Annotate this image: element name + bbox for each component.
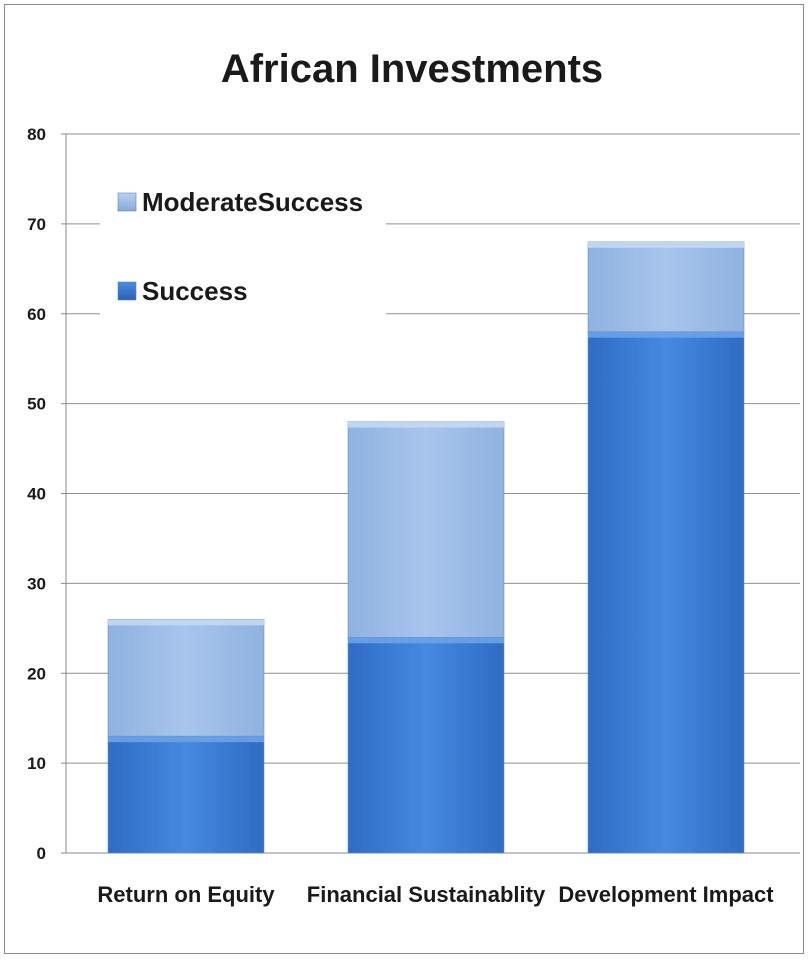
bar-success-2 — [347, 636, 505, 854]
x-axis-categories: Return on Equity Financial Sustainablity D… — [97, 882, 774, 907]
bar-cap-success-2 — [348, 637, 504, 644]
bar-success-3 — [587, 331, 745, 854]
bar-cap-success-3 — [588, 331, 744, 338]
x-category-label: Development Impact — [558, 882, 774, 907]
bar-cap-moderatesuccess-3 — [588, 241, 744, 248]
bar-cap-moderatesuccess-1 — [108, 619, 264, 626]
y-tick-label: 60 — [27, 305, 46, 324]
y-tick-label: 20 — [27, 664, 46, 683]
y-tick-label: 0 — [37, 844, 46, 863]
legend-label-success: Success — [142, 276, 248, 306]
bar-success-1 — [107, 735, 265, 854]
bar-cap-moderatesuccess-2 — [348, 421, 504, 428]
bar-moderatesuccess-3 — [587, 241, 745, 333]
bar-cap-success-1 — [108, 736, 264, 743]
legend-swatch-moderatesuccess — [117, 192, 137, 212]
y-tick-label: 40 — [27, 485, 46, 504]
legend-label-moderatesuccess: ModerateSuccess — [142, 187, 363, 217]
y-axis-ticks: 0 10 20 30 40 50 60 70 80 — [27, 125, 46, 863]
x-category-label: Financial Sustainablity — [307, 882, 546, 907]
bar-moderatesuccess-2 — [347, 421, 505, 638]
y-tick-label: 70 — [27, 215, 46, 234]
y-tick-label: 80 — [27, 125, 46, 144]
legend-background — [100, 166, 386, 326]
y-tick-label: 30 — [27, 574, 46, 593]
bar-moderatesuccess-1 — [107, 619, 265, 737]
chart-title: African Investments — [221, 47, 603, 91]
y-tick-label: 10 — [27, 754, 46, 773]
legend: ModerateSuccess Success — [100, 166, 386, 326]
bars — [107, 241, 745, 854]
y-tick-label: 50 — [27, 395, 46, 414]
x-category-label: Return on Equity — [97, 882, 275, 907]
legend-swatch-success — [117, 281, 137, 301]
